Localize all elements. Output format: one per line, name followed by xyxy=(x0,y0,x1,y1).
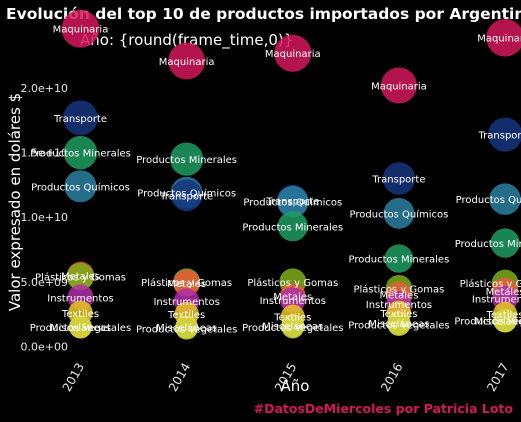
y-tick-label: 1.0e+10 xyxy=(21,211,68,224)
bubble-label: Plásticos y Gomas xyxy=(353,283,444,295)
bubble-label: Plásticos y Gomas xyxy=(141,277,232,289)
bubble-label: Maquinaria xyxy=(477,34,521,45)
bubble-label: Textiles xyxy=(273,313,311,324)
chart-title: Evolución del top 10 de productos import… xyxy=(6,5,521,23)
bubble xyxy=(170,179,203,212)
bubble-label: Productos Minerales xyxy=(136,155,237,166)
bubble-label: Misceláneas xyxy=(156,322,217,334)
bubble-label: Plásticos y Gomas xyxy=(460,278,521,290)
bubble-label: Productos Químicos xyxy=(456,194,521,206)
bubble-label: Instrumentos xyxy=(47,293,113,304)
bubble-label: Maquinaria xyxy=(371,82,427,93)
bubble xyxy=(173,269,201,297)
bubble-label: Misceláneas xyxy=(262,321,323,333)
bubble xyxy=(490,228,520,258)
bubble xyxy=(493,308,517,333)
bubble xyxy=(61,9,100,48)
bubble-label: Transporte xyxy=(53,114,107,125)
bubble-label: Productos Vegetales xyxy=(348,320,449,331)
bubble xyxy=(168,42,206,80)
bubble-label: Maquinaria xyxy=(265,49,321,60)
bubble-label: Transporte xyxy=(159,191,213,202)
bubble-label: Productos Minerales xyxy=(30,149,131,160)
y-axis: 0.0e+00 5.0e+09 1.0e+10 1.5e+10 2.0e+10 xyxy=(21,82,68,353)
bubble-label: Misceláneas xyxy=(368,318,429,330)
bubble-label: Instrumentos xyxy=(260,296,326,307)
y-tick-label: 1.5e+10 xyxy=(21,147,68,160)
bubble xyxy=(66,262,95,291)
bubble-label: Misceláneas xyxy=(475,316,521,328)
bubble-label: Productos Minerales xyxy=(455,239,521,250)
bubble-label: Maquinaria xyxy=(53,25,109,36)
bubble-label: Instrumentos xyxy=(472,295,521,306)
bubble-label: Productos Vegetales xyxy=(242,323,343,334)
bubble-label: Metales xyxy=(486,287,521,298)
bubble xyxy=(277,186,309,218)
bubble xyxy=(170,142,204,176)
bubble xyxy=(277,211,308,242)
y-tick-label: 0.0e+00 xyxy=(21,340,68,353)
bubble-label: Metales xyxy=(167,279,206,290)
bubble-label: Transporte xyxy=(265,196,319,207)
bubble-label: Productos Minerales xyxy=(349,255,450,266)
x-axis-label: Año xyxy=(281,377,310,395)
bubble-label: Textiles xyxy=(485,310,521,321)
bubble xyxy=(64,170,97,203)
bubble-label: Textiles xyxy=(61,309,99,320)
bubble-label: Productos Vegetales xyxy=(454,317,521,328)
bubble-label: Productos Vegetales xyxy=(30,323,131,334)
bubble xyxy=(380,67,417,104)
bubble xyxy=(281,315,305,339)
bubble xyxy=(383,197,415,229)
bubble-label: Maquinaria xyxy=(159,57,215,68)
bubble-label: Misceláneas xyxy=(50,322,111,334)
bubble xyxy=(175,316,199,340)
bubble-label: Transporte xyxy=(478,131,521,142)
chart-caption: #DatosDeMiercoles por Patricia Loto xyxy=(254,401,514,416)
bubble-label: Plásticos y Gomas xyxy=(35,272,126,284)
bubble-label: Metales xyxy=(379,291,418,302)
bubble xyxy=(387,312,411,337)
bubble-label: Instrumentos xyxy=(366,300,432,311)
y-tick-label: 5.0e+09 xyxy=(21,276,68,289)
bubble-label: Productos Químicos xyxy=(350,208,449,220)
bubble xyxy=(63,135,98,170)
bubble-label: Productos Vegetales xyxy=(136,324,237,335)
bubble-label: Transporte xyxy=(371,175,425,186)
bubble xyxy=(489,183,521,215)
bubble xyxy=(486,18,521,57)
bubble-label: Plásticos y Gomas xyxy=(247,277,338,289)
plot-area: Maquinaria Maquinaria Maquinaria Maquinaria… xyxy=(30,9,521,340)
bubble-label: Productos Químicos xyxy=(31,181,130,193)
bubble xyxy=(274,34,312,72)
bubble-label: Textiles xyxy=(167,310,205,321)
bubble-label: Productos Químicos xyxy=(137,188,236,200)
bubble-label: Metales xyxy=(273,292,312,303)
bubble xyxy=(382,162,416,195)
bubble-label: Metales xyxy=(61,271,100,282)
bubble xyxy=(384,244,414,273)
y-axis-label: Valor expresado en doláres $ xyxy=(6,93,24,311)
bubble-label: Productos Minerales xyxy=(242,222,343,233)
bubble xyxy=(487,117,521,152)
bubble xyxy=(69,315,92,339)
bubble-label: Textiles xyxy=(379,309,417,320)
chart-subtitle: Año: {round(frame_time,0)} xyxy=(80,31,293,50)
bubble-label: Instrumentos xyxy=(153,297,219,308)
y-tick-label: 2.0e+10 xyxy=(21,82,68,95)
bubble xyxy=(63,100,98,136)
bubble-label: Productos Químicos xyxy=(243,197,342,209)
bubble xyxy=(279,287,306,313)
